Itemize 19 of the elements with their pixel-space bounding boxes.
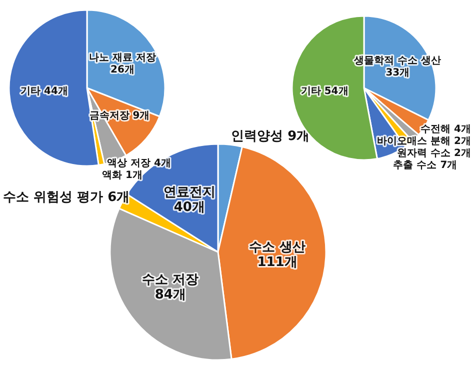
data-label: 111개 bbox=[257, 254, 298, 270]
slice-label: 연료전지 bbox=[163, 184, 216, 200]
slice-label: 액화 1개 bbox=[102, 170, 143, 181]
slice-label: 기타 44개 bbox=[20, 86, 68, 97]
slice-label: 기타 54개 bbox=[300, 86, 348, 98]
slice-label: 수소 위험성 평가 6개 bbox=[3, 190, 130, 205]
slice-label: 액상 저장 4개 bbox=[107, 158, 171, 169]
slice-label: 수소 저장 bbox=[142, 272, 199, 288]
slice-label: 인력양성 9개 bbox=[231, 129, 310, 144]
data-label: 40개 bbox=[174, 200, 205, 215]
slice-label: 나노 재료 저장 bbox=[88, 52, 156, 64]
data-label: 84개 bbox=[154, 287, 186, 302]
data-label: 26개 bbox=[110, 64, 134, 76]
slice-label: 추출 수소 7개 bbox=[393, 160, 458, 172]
slice-label: 바이오매스 분해 2개 bbox=[377, 136, 471, 148]
data-label: 33개 bbox=[386, 68, 410, 79]
slice-label: 수소 생산 bbox=[249, 240, 306, 255]
slice-label: 원자력 수소 2개 bbox=[397, 148, 471, 160]
slice-label: 수전해 4개 bbox=[420, 124, 472, 136]
